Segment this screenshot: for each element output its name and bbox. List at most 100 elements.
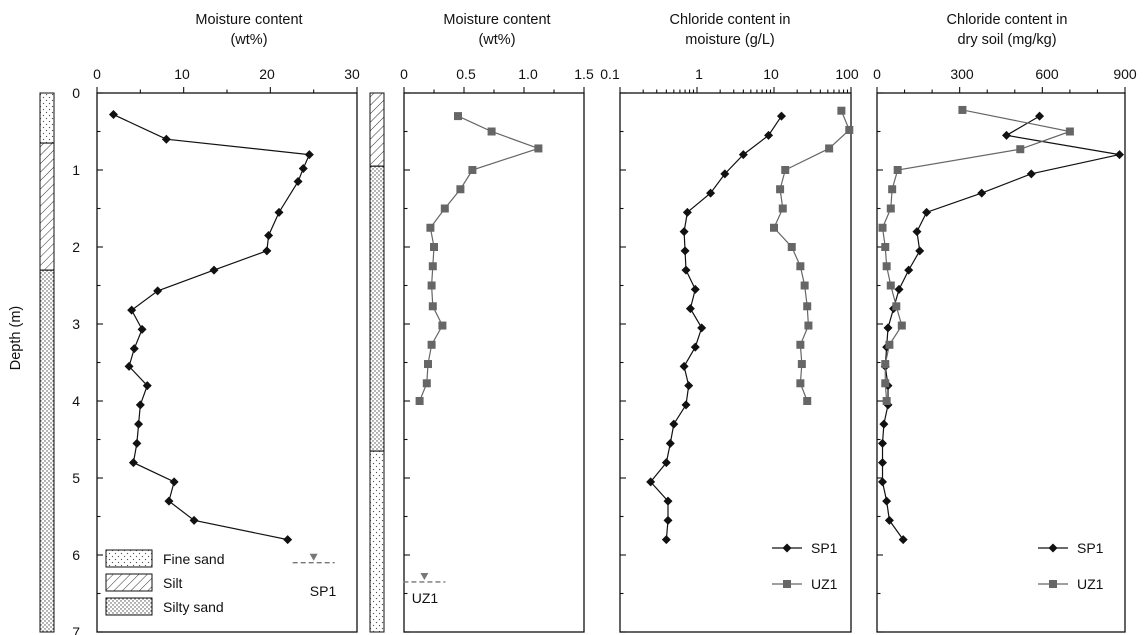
- legend-label-sp1: SP1: [1077, 540, 1104, 556]
- data-point-diamond: [697, 323, 707, 333]
- data-point-square: [454, 112, 462, 121]
- data-point-diamond: [898, 535, 908, 545]
- x-tick-label: 10: [174, 66, 190, 82]
- data-point-square: [885, 340, 894, 349]
- data-point-diamond: [690, 284, 700, 294]
- y-tick-label: 0: [72, 85, 80, 101]
- legend-diamond-marker: [782, 543, 792, 553]
- data-point-diamond: [135, 400, 145, 410]
- data-point-diamond: [922, 207, 932, 217]
- data-point-diamond: [274, 207, 284, 217]
- panel-1-title-line-1: Moisture content: [195, 12, 302, 28]
- series-line-uz1: [419, 115, 541, 402]
- data-point-diamond: [977, 188, 987, 198]
- data-point-diamond: [129, 344, 139, 354]
- data-point-diamond: [669, 419, 679, 429]
- data-point-square: [426, 223, 435, 232]
- panel-2-frame: [403, 87, 585, 633]
- legend-swatch-silt: [105, 573, 153, 592]
- data-point-square: [886, 281, 895, 290]
- lithology-column-sp1: [39, 92, 55, 633]
- series-line-uz1: [881, 109, 1073, 402]
- data-point-diamond: [681, 400, 691, 410]
- x-tick-label: 0.5: [456, 66, 476, 82]
- lithology-column-uz1: [369, 92, 385, 633]
- data-point-diamond: [776, 111, 786, 121]
- data-point-diamond: [690, 342, 700, 352]
- data-point-square: [881, 379, 890, 388]
- data-point-diamond: [137, 324, 147, 334]
- data-point-diamond: [764, 130, 774, 140]
- data-point-diamond: [884, 515, 894, 525]
- y-tick-label: 2: [72, 239, 80, 255]
- data-point-diamond: [684, 381, 694, 391]
- data-point-square: [787, 243, 796, 251]
- data-point-diamond: [663, 496, 673, 506]
- data-point-square: [888, 185, 897, 194]
- legend-label-uz1: UZ1: [1077, 576, 1104, 592]
- data-point-diamond: [681, 265, 691, 275]
- panel-2-title-line-1: Moisture content: [443, 12, 550, 28]
- data-point-diamond: [1114, 150, 1124, 160]
- data-point-square: [438, 321, 447, 330]
- data-point-diamond: [738, 150, 748, 160]
- data-point-square: [424, 360, 432, 369]
- x-tick-label: 900: [1113, 66, 1137, 82]
- water-table-label-uz1: UZ1: [412, 590, 439, 606]
- data-point-square: [803, 397, 812, 405]
- legend-label-silty-sand: Silty sand: [163, 599, 224, 615]
- data-point-diamond: [878, 477, 888, 487]
- series-line-sp1: [881, 115, 1120, 540]
- water-table-label-sp1: SP1: [310, 583, 337, 599]
- panel-2-series: [415, 112, 543, 405]
- x-tick-label: 600: [1035, 66, 1059, 82]
- x-tick-label: 1.0: [518, 66, 538, 82]
- panel-3-title-line-2: moisture (g/L): [685, 32, 774, 48]
- data-point-square: [468, 166, 477, 174]
- panel-4-legend: SP1 UZ1: [1038, 540, 1104, 592]
- data-point-square: [878, 223, 887, 232]
- data-point-square: [825, 144, 834, 153]
- data-point-diamond: [661, 458, 671, 468]
- x-tick-label: 0.1: [600, 66, 620, 82]
- lithology-layer-hatch: [39, 142, 55, 271]
- data-point-diamond: [679, 227, 689, 237]
- data-point-square: [897, 321, 906, 330]
- data-point-square: [456, 185, 465, 194]
- data-point-square: [796, 379, 805, 388]
- data-point-square: [803, 302, 812, 311]
- data-point-square: [422, 379, 431, 388]
- data-point-square: [427, 281, 436, 290]
- data-point-diamond: [661, 535, 671, 545]
- panel-3-frame: [619, 87, 852, 633]
- data-point-square: [796, 262, 805, 271]
- data-point-square: [1016, 145, 1025, 154]
- legend-swatch-silty-sand: [105, 597, 153, 616]
- data-point-diamond: [882, 496, 892, 506]
- data-point-diamond: [142, 381, 152, 391]
- y-tick-label: 5: [72, 470, 80, 486]
- x-tick-label: 20: [259, 66, 275, 82]
- data-point-diamond: [646, 477, 656, 487]
- data-point-diamond: [127, 305, 137, 315]
- data-point-diamond: [680, 246, 690, 256]
- data-point-square: [837, 106, 846, 115]
- data-point-square: [796, 340, 805, 349]
- panel-4-title-line-1: Chloride content in: [947, 12, 1068, 28]
- data-point-square: [892, 302, 901, 311]
- data-point-diamond: [209, 265, 219, 275]
- data-point-square: [882, 262, 891, 271]
- y-tick-label: 7: [72, 624, 80, 635]
- data-point-square: [778, 204, 787, 213]
- panel-4-x-tick-labels: 0 300 600 900: [873, 66, 1137, 82]
- data-point-diamond: [298, 163, 308, 173]
- lithology-layer-dots-fine: [39, 92, 55, 144]
- panel-2-x-tick-labels: 0 0.5 1.0 1.5: [400, 66, 594, 82]
- legend-swatch-fine-sand: [105, 549, 153, 568]
- data-point-square: [781, 166, 790, 174]
- data-point-diamond: [720, 169, 730, 179]
- x-tick-label: 10: [763, 66, 779, 82]
- data-point-square: [415, 397, 424, 405]
- data-point-diamond: [134, 419, 144, 429]
